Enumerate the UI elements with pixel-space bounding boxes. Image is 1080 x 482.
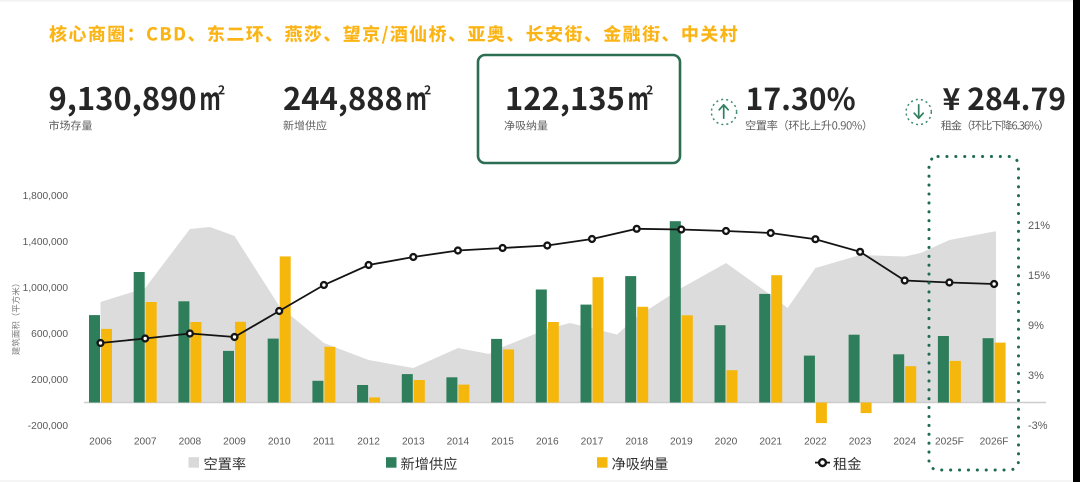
svg-text:2007: 2007 <box>134 437 157 448</box>
svg-text:2026F: 2026F <box>980 437 1009 448</box>
svg-text:1,800,000: 1,800,000 <box>23 191 69 202</box>
svg-text:1,400,000: 1,400,000 <box>23 237 69 248</box>
svg-text:-200,000: -200,000 <box>28 421 69 432</box>
svg-text:2014: 2014 <box>447 437 470 448</box>
svg-text:2019: 2019 <box>670 437 693 448</box>
svg-text:2020: 2020 <box>715 437 738 448</box>
svg-text:1,000,000: 1,000,000 <box>23 283 69 294</box>
svg-text:2022: 2022 <box>804 437 827 448</box>
svg-text:9%: 9% <box>1028 320 1044 332</box>
svg-text:2017: 2017 <box>581 437 604 448</box>
svg-text:2011: 2011 <box>313 437 335 448</box>
svg-text:200,000: 200,000 <box>31 375 68 386</box>
svg-text:2012: 2012 <box>357 437 380 448</box>
svg-text:2013: 2013 <box>402 437 425 448</box>
svg-text:2021: 2021 <box>759 437 782 448</box>
svg-text:2018: 2018 <box>625 437 648 448</box>
svg-text:15%: 15% <box>1028 270 1050 282</box>
svg-text:600,000: 600,000 <box>31 329 68 340</box>
svg-text:2023: 2023 <box>849 437 872 448</box>
svg-text:2015: 2015 <box>491 437 514 448</box>
svg-text:2025F: 2025F <box>935 437 964 448</box>
svg-text:2008: 2008 <box>179 437 202 448</box>
svg-text:2016: 2016 <box>536 437 559 448</box>
svg-text:21%: 21% <box>1028 220 1050 232</box>
svg-text:2024: 2024 <box>893 437 916 448</box>
svg-text:3%: 3% <box>1028 370 1044 382</box>
svg-text:-3%: -3% <box>1028 420 1048 432</box>
svg-text:2009: 2009 <box>223 437 246 448</box>
svg-text:2006: 2006 <box>89 437 112 448</box>
svg-text:2010: 2010 <box>268 437 291 448</box>
